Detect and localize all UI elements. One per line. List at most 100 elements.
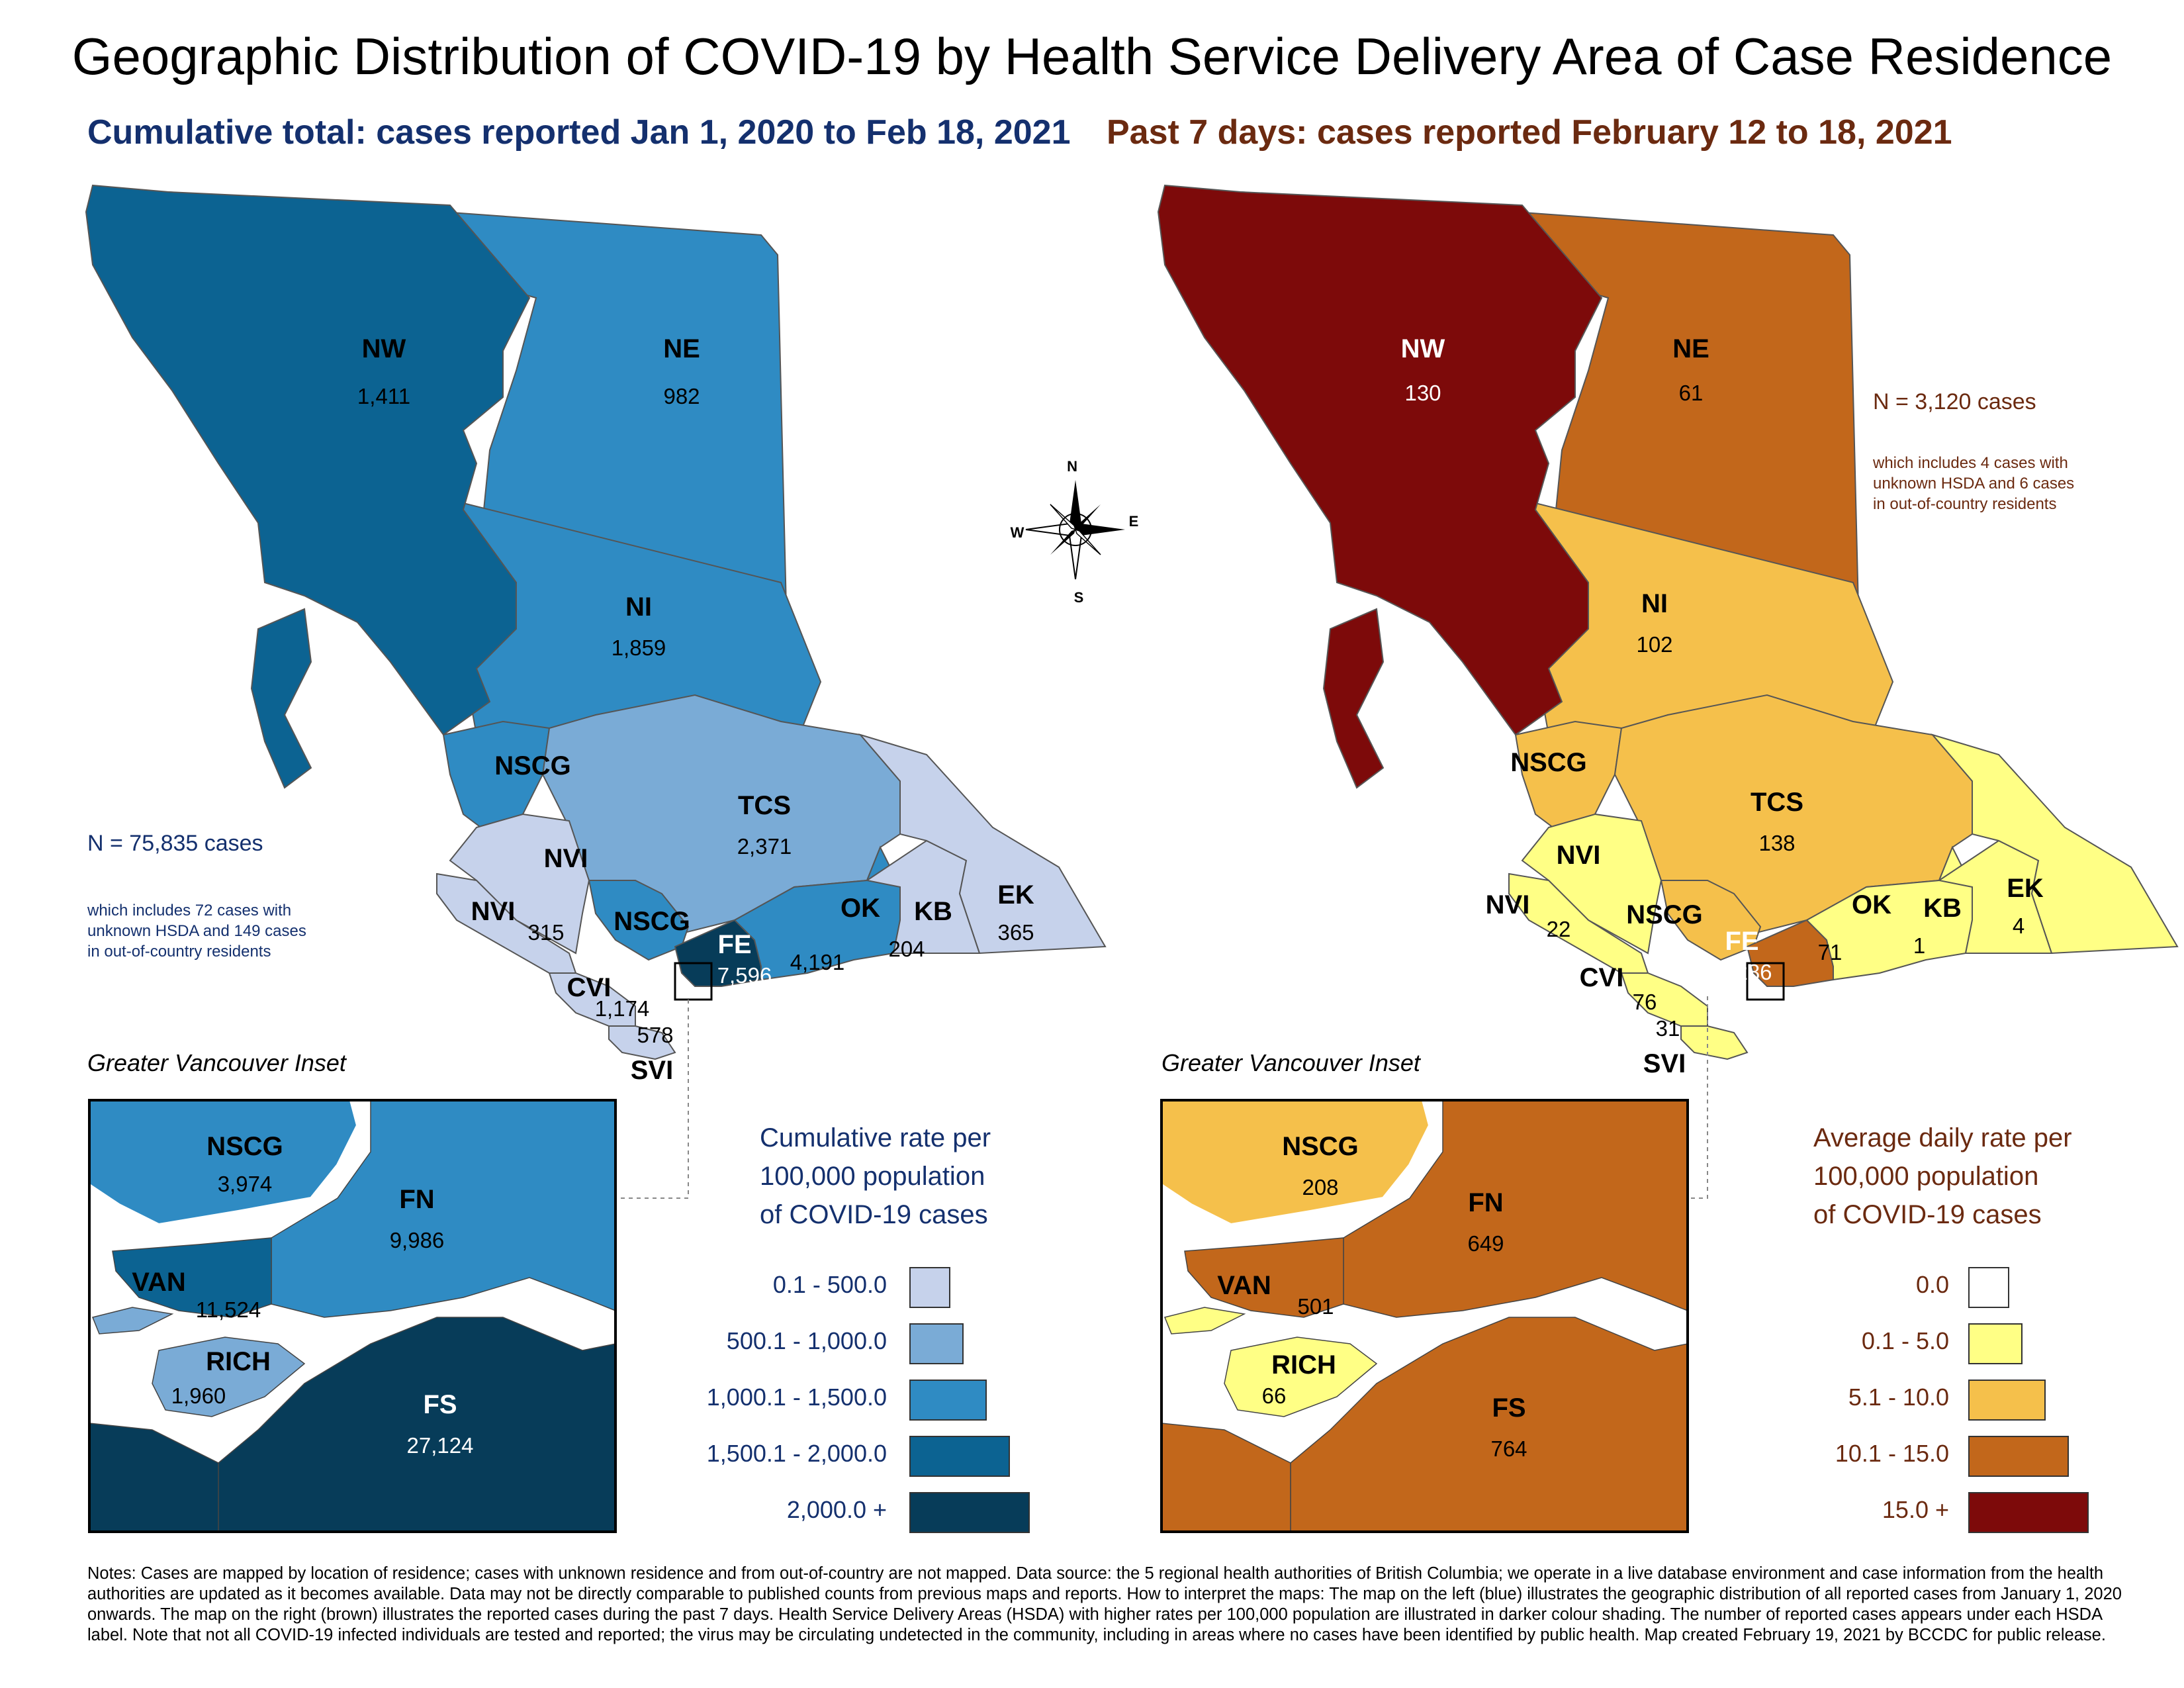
right-inset-label-NSCG: NSCG (1282, 1132, 1359, 1161)
left-legend-swatch (909, 1380, 987, 1421)
page-title: Geographic Distribution of COVID-19 by H… (71, 27, 2113, 85)
left-total-note-line: unknown HSDA and 149 cases (87, 922, 306, 940)
right-value-TCS: 138 (1758, 831, 1795, 855)
left-value-OK: 4,191 (790, 950, 845, 974)
left-value-FE: 7,596 (717, 963, 772, 988)
left-value-TCS: 2,371 (737, 834, 792, 859)
left-legend-label: 1,500.1 - 2,000.0 (706, 1440, 887, 1467)
right-inset-value-FN: 649 (1467, 1231, 1504, 1256)
left-region-NVI (449, 813, 590, 955)
left-total-note-line: in out-of-country residents (87, 943, 271, 961)
right-region-NVI (1521, 813, 1662, 955)
right-label-NSCG: NSCG (1510, 748, 1587, 777)
left-legend-label: 0.1 - 500.0 (772, 1271, 887, 1298)
left-legend-title-line: Cumulative rate per (760, 1123, 991, 1152)
right-inset-value-RICH: 66 (1262, 1383, 1287, 1408)
left-legend-label: 1,000.1 - 1,500.0 (706, 1383, 887, 1411)
right-total-note-line: unknown HSDA and 6 cases (1873, 475, 2075, 492)
left-value-SVI: 578 (637, 1023, 673, 1047)
left-legend-swatches (909, 1267, 1030, 1533)
right-legend-title: Average daily rate per 100,000 populatio… (1813, 1119, 2072, 1234)
left-label-KB: KB (914, 897, 952, 926)
left-label-NW: NW (362, 334, 406, 363)
right-label-OK: OK (1852, 890, 1891, 919)
right-legend-swatch (1968, 1380, 2046, 1421)
right-value-NE: 61 (1679, 381, 1704, 405)
right-value-EK: 4 (2013, 914, 2025, 938)
left-inset-leader (619, 1000, 689, 1199)
notes-footer: Notes: Cases are mapped by location of r… (87, 1564, 2122, 1644)
right-legend-label: 0.1 - 5.0 (1861, 1327, 1949, 1354)
left-region-NW (250, 608, 312, 789)
right-weekly-map: NW 130 NE 61 NI 102 NSCG TCS 138 NVI NVI… (1157, 184, 2179, 1199)
left-inset-label-VAN: VAN (132, 1268, 185, 1297)
left-legend-label: 2,000.0 + (786, 1496, 887, 1523)
left-region-NW (85, 184, 531, 736)
right-legend-swatches (1968, 1267, 2089, 1533)
left-legend-title: Cumulative rate per 100,000 population o… (760, 1119, 991, 1234)
left-value-KB: 204 (888, 937, 925, 961)
right-total-note-line: which includes 4 cases with (1873, 454, 2068, 472)
right-region-NW (1157, 184, 1603, 736)
right-legend-title-line: 100,000 population (1813, 1162, 2039, 1191)
left-inset-value-NSCG: 3,974 (218, 1172, 273, 1196)
right-inset-leader (1641, 996, 1708, 1199)
left-cumulative-map: NW 1,411 NE 982 NI 1,859 NSCG TCS 2,371 … (85, 184, 1107, 1199)
right-inset-value-NSCG: 208 (1302, 1175, 1338, 1199)
left-inset-value-RICH: 1,960 (171, 1383, 226, 1408)
right-region-NW (1322, 608, 1385, 789)
left-region-SVI (608, 1025, 676, 1060)
compass-rose-icon: N S E W (1011, 458, 1139, 606)
left-inset-label-RICH: RICH (206, 1347, 271, 1376)
left-value-NVI: 315 (527, 920, 564, 945)
left-label-NVI: NVI (471, 897, 516, 926)
left-total-note-line: which includes 72 cases with (87, 902, 292, 919)
left-label-NI: NI (625, 592, 652, 622)
right-value-KB: 1 (1913, 933, 1925, 958)
right-vancouver-inset: NSCG 208 FN 649 VAN 501 RICH 66 FS 764 (1160, 1099, 1689, 1533)
left-inset-label-NSCG: NSCG (206, 1132, 283, 1161)
right-label-EK: EK (2007, 874, 2044, 903)
right-inset-title: Greater Vancouver Inset (1161, 1049, 1420, 1076)
right-region-EK (1931, 733, 2179, 955)
right-inset-locator (1746, 962, 1785, 1001)
left-map-subtitle: Cumulative total: cases reported Jan 1, … (87, 113, 1071, 152)
right-label-NE: NE (1672, 334, 1709, 363)
left-label-EK: EK (997, 880, 1034, 910)
right-value-NW: 130 (1404, 381, 1441, 405)
right-label-TCS: TCS (1751, 788, 1803, 817)
left-label-OK: OK (841, 894, 880, 923)
left-inset-value-FN: 9,986 (390, 1228, 445, 1252)
left-label-NSCG-lower: NSCG (614, 907, 690, 936)
left-inset-label-FN: FN (399, 1185, 434, 1214)
left-value-EK: 365 (997, 920, 1034, 945)
right-inset-label-RICH: RICH (1271, 1350, 1336, 1380)
left-value-NE: 982 (663, 384, 700, 408)
left-legend-swatch (909, 1267, 950, 1308)
right-legend-swatch (1968, 1436, 2069, 1477)
right-total-cases: N = 3,120 cases (1873, 389, 2036, 414)
right-inset-value-FS: 764 (1490, 1436, 1527, 1461)
right-legend-title-line: Average daily rate per (1813, 1123, 2072, 1152)
right-legend-title-line: of COVID-19 cases (1813, 1200, 2042, 1229)
right-legend-swatch (1968, 1323, 2023, 1364)
compass-w: W (1011, 524, 1024, 541)
left-label-SVI: SVI (631, 1056, 673, 1085)
right-total-note-line: in out-of-country residents (1873, 495, 2057, 513)
left-legend-swatch (909, 1436, 1010, 1477)
right-inset-value-VAN: 501 (1297, 1294, 1334, 1319)
left-map-regions (85, 184, 1107, 1060)
right-value-CVI: 76 (1633, 990, 1657, 1014)
right-label-CVI: CVI (1580, 963, 1624, 992)
left-label-NE: NE (663, 334, 700, 363)
right-label-KB: KB (1923, 894, 1962, 923)
right-legend-label: 15.0 + (1882, 1496, 1949, 1523)
left-label-CVI: CVI (567, 973, 612, 1002)
left-legend-swatch (909, 1492, 1030, 1533)
left-value-NI: 1,859 (612, 635, 666, 660)
right-legend-label: 0.0 (1915, 1271, 1949, 1298)
left-total-note: which includes 72 cases with unknown HSD… (87, 900, 306, 962)
left-legend-title-line: 100,000 population (760, 1162, 985, 1191)
left-inset-value-FS: 27,124 (407, 1433, 474, 1458)
right-inset-label-FS: FS (1492, 1393, 1525, 1423)
